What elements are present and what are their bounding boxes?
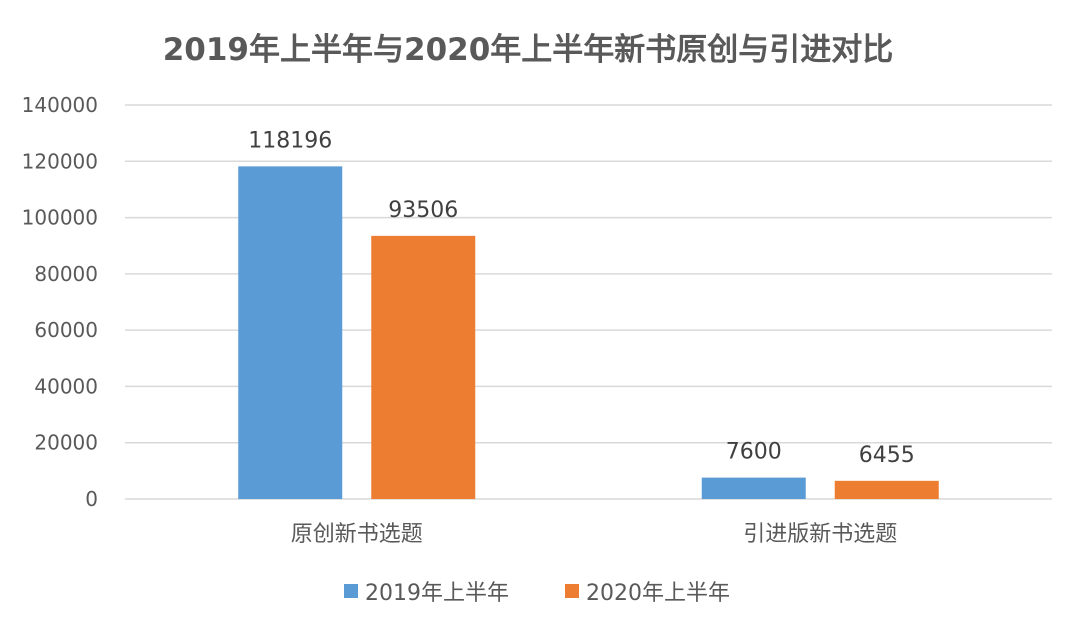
legend-swatch — [344, 584, 358, 598]
y-tick-label: 20000 — [34, 431, 98, 455]
legend: 2019年上半年 2020年上半年 — [344, 581, 730, 606]
bar — [238, 166, 343, 500]
category-label: 原创新书选题 — [291, 522, 423, 547]
y-tick-label: 120000 — [22, 149, 98, 173]
y-tick-label: 60000 — [34, 318, 98, 342]
legend-label: 2019年上半年 — [365, 581, 509, 606]
data-label: 93506 — [388, 198, 458, 223]
data-labels: 118196 93506 7600 6455 — [248, 128, 914, 467]
y-tick-label: 0 — [85, 487, 98, 511]
chart-title: 2019年上半年与2020年上半年新书原创与引进对比 — [163, 32, 894, 68]
y-tick-label: 100000 — [22, 206, 98, 230]
y-tick-label: 140000 — [22, 93, 98, 117]
y-tick-label: 80000 — [34, 262, 98, 286]
legend-swatch — [565, 584, 579, 598]
x-axis-category-labels: 原创新书选题 引进版新书选题 — [291, 522, 898, 547]
category-label: 引进版新书选题 — [743, 522, 897, 547]
bar — [834, 480, 939, 499]
legend-label: 2020年上半年 — [586, 581, 730, 606]
data-label: 7600 — [726, 440, 782, 465]
data-label: 6455 — [859, 443, 915, 468]
y-axis-tick-labels: 0 20000 40000 60000 80000 100000 120000 140000 — [22, 93, 98, 511]
y-tick-label: 40000 — [34, 374, 98, 398]
bar — [701, 477, 806, 499]
data-label: 118196 — [248, 128, 332, 153]
bars — [238, 166, 939, 500]
bar — [371, 235, 476, 499]
